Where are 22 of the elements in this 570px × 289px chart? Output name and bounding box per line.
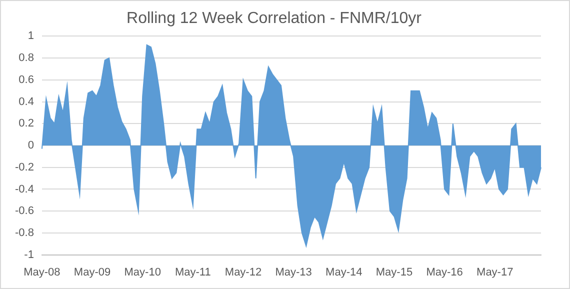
y-tick-label: 0.4 — [18, 96, 34, 108]
y-tick-label: -0.2 — [14, 161, 34, 174]
x-tick-label: May-17 — [476, 266, 514, 278]
x-tick-label: May-12 — [224, 266, 262, 278]
y-tick-label: 0.2 — [18, 118, 34, 130]
y-tick-label: 0.6 — [18, 74, 34, 86]
y-tick-label: -0.4 — [14, 183, 34, 196]
chart-title: Rolling 12 Week Correlation - FNMR/10yr — [126, 10, 422, 28]
x-tick-label: May-10 — [124, 266, 161, 278]
y-tick-label: 1 — [28, 30, 34, 42]
x-tick-label: May-08 — [24, 266, 60, 278]
y-tick-label: -1 — [24, 248, 34, 261]
y-tick-label: 0 — [28, 140, 34, 152]
x-tick-label: May-16 — [426, 266, 463, 278]
x-tick-label: May-09 — [74, 266, 111, 278]
y-tick-label: 0.8 — [18, 52, 34, 64]
y-tick-label: -0.8 — [14, 226, 34, 239]
y-tick-label: -0.6 — [14, 205, 34, 218]
x-tick-label: May-15 — [376, 266, 413, 278]
x-tick-label: May-11 — [174, 266, 211, 278]
x-tick-label: May-13 — [275, 266, 312, 278]
x-tick-label: May-14 — [326, 266, 362, 278]
